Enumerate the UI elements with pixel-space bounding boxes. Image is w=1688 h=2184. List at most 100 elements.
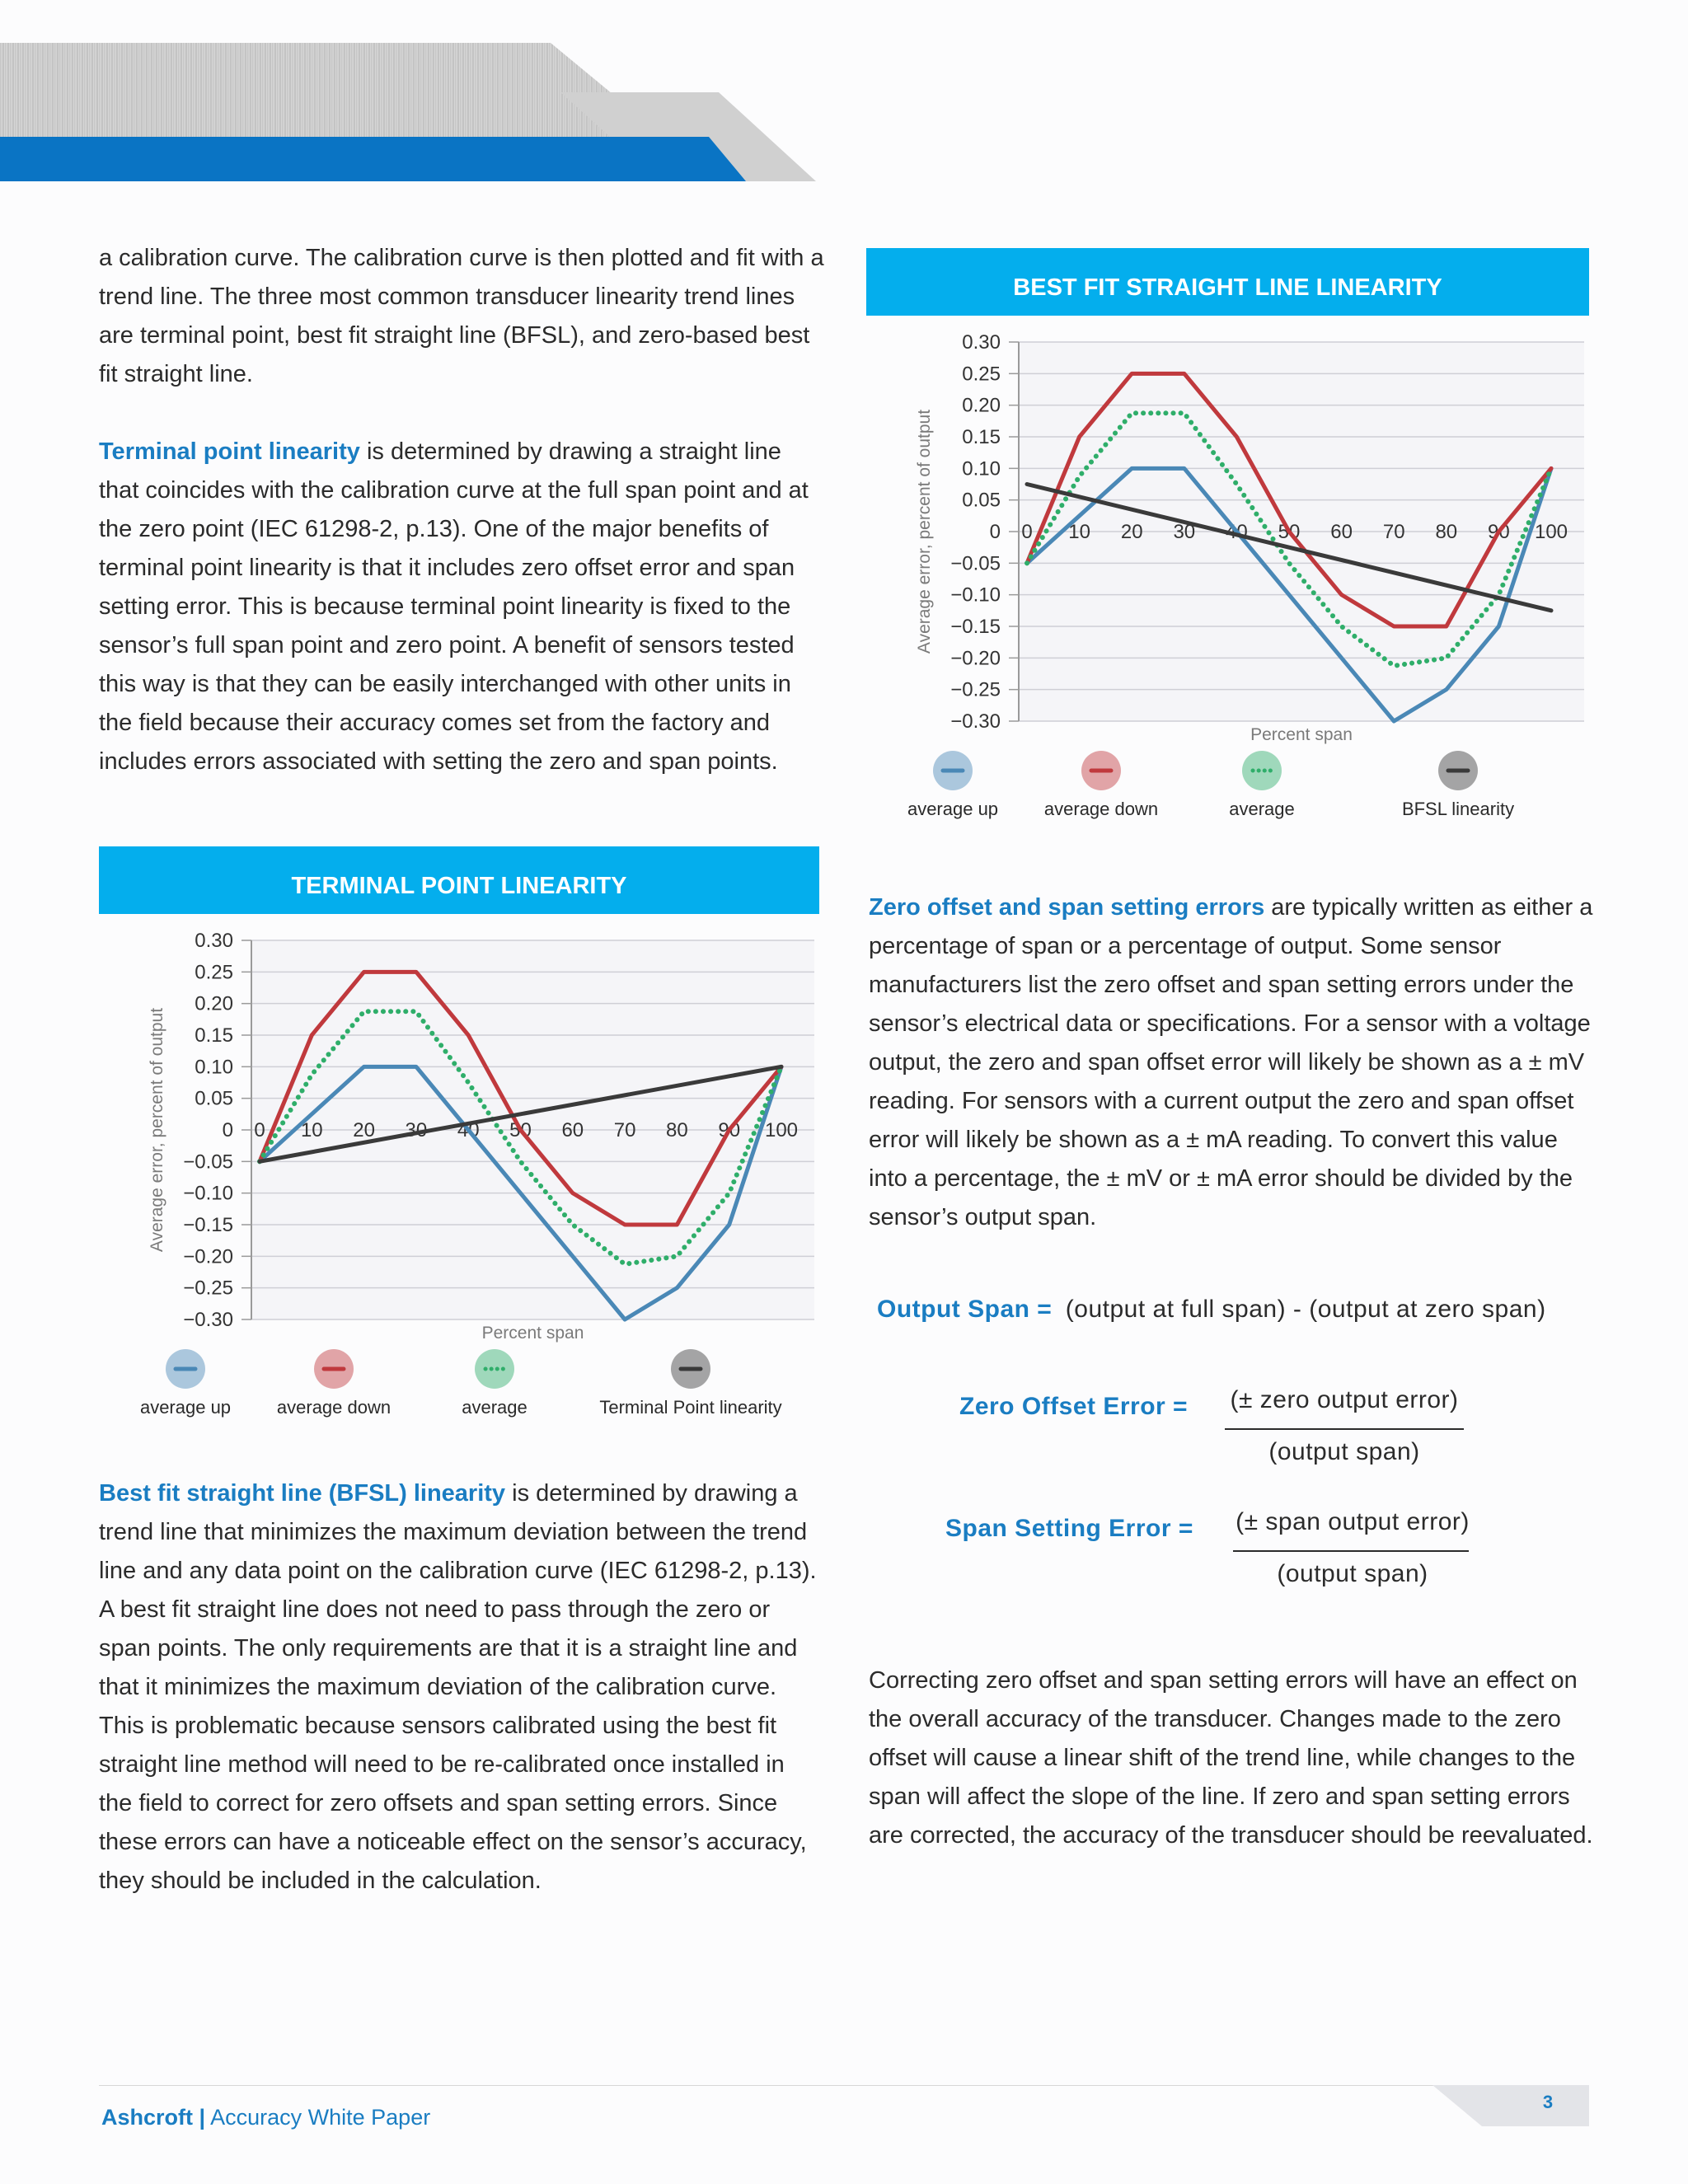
bfsl-paragraph: Best fit straight line (BFSL) linearity … (99, 1474, 824, 1900)
left-column: a calibration curve. The calibration cur… (99, 239, 824, 781)
y-tick-label: −0.25 (950, 679, 1001, 701)
series-average-down (257, 969, 784, 1227)
series-terminal-point-linearity (257, 1064, 784, 1164)
correcting-paragraph: Correcting zero offset and span setting … (869, 1667, 1593, 1849)
zero-offset-body: are typically written as either a percen… (869, 894, 1593, 1230)
header-banner (0, 43, 816, 181)
correcting-paragraph-block: Correcting zero offset and span setting … (869, 1661, 1594, 1855)
footer-brand-line: Ashcroft | Accuracy White Paper (101, 2105, 430, 2130)
series-average-up (1025, 466, 1554, 724)
terminal-point-body: is determined by drawing a straight line… (99, 438, 809, 775)
formula-output-span: Output Span = (output at full span) - (o… (877, 1296, 1546, 1324)
series-bfsl-linearity (1025, 482, 1554, 613)
legend-item-terminal-point-linearity: Terminal Point linearity (599, 1349, 782, 1418)
legend-item-average: average (462, 1349, 528, 1418)
x-tick-label: 60 (561, 1119, 584, 1141)
y-tick-label: −0.20 (183, 1245, 233, 1268)
output-span-label: Output Span = (877, 1296, 1053, 1323)
x-tick-label: 0 (1021, 521, 1032, 543)
zero-offset-numerator: (± zero output error) (1230, 1386, 1459, 1413)
y-tick-label: −0.30 (950, 710, 1001, 733)
output-span-text: (output at full span) - (output at zero … (1065, 1296, 1546, 1323)
terminal-point-paragraph: Terminal point linearity is determined b… (99, 433, 824, 781)
bfsl-heading: Best fit straight line (BFSL) linearity (99, 1480, 506, 1507)
series-average-up (257, 1064, 784, 1322)
intro-paragraph: a calibration curve. The calibration cur… (99, 245, 824, 387)
series-average (1025, 410, 1554, 668)
zero-offset-fraction-bar (1225, 1428, 1464, 1430)
y-tick-label: −0.15 (950, 616, 1001, 638)
y-tick-label: 0.05 (195, 1088, 233, 1110)
y-axis-label: Average error, percent of output (148, 1008, 166, 1252)
legend-swatch (475, 1349, 514, 1389)
legend-swatch (1242, 751, 1282, 790)
legend-label: average up (907, 799, 998, 819)
span-setting-label: Span Setting Error = (945, 1515, 1193, 1542)
x-tick-label: 70 (614, 1119, 636, 1141)
x-tick-label: 60 (1330, 521, 1353, 543)
y-tick-label: 0.10 (962, 457, 1001, 480)
legend-item-average-down: average down (277, 1349, 391, 1418)
y-tick-label: −0.10 (183, 1183, 233, 1205)
legend-label: average down (277, 1397, 391, 1418)
x-tick-label: 70 (1383, 521, 1405, 543)
zero-offset-heading: Zero offset and span setting errors (869, 894, 1265, 921)
span-setting-fraction-bar (1233, 1550, 1469, 1552)
footer-doc-title: Accuracy White Paper (210, 2105, 431, 2130)
legend-label: BFSL linearity (1402, 799, 1514, 819)
y-tick-label: −0.30 (183, 1309, 233, 1331)
y-tick-label: 0.20 (962, 395, 1001, 417)
x-tick-label: 100 (765, 1119, 798, 1141)
y-axis-label: Average error, percent of output (915, 410, 934, 654)
x-tick-label: 80 (1435, 521, 1457, 543)
span-setting-denominator: (output span) (1277, 1560, 1428, 1587)
y-tick-label: 0.05 (962, 490, 1001, 512)
y-tick-label: 0 (990, 521, 1001, 543)
terminal-chart-plot: 0.30 0.25 0.20 0.15 0.10 0.05 0 −0.05 −0.10 −0.15… (140, 930, 814, 1418)
bfsl-chart: BEST FIT STRAIGHT LINE LINEARITY 0.30 0.2… (866, 248, 1589, 825)
y-tick-label: −0.05 (950, 552, 1001, 574)
footer-divider (99, 2085, 1589, 2086)
legend-label: average down (1044, 799, 1158, 819)
y-tick-label: 0.15 (195, 1024, 233, 1047)
legend-label: average (1229, 799, 1295, 819)
legend-item-average-down: average down (1044, 751, 1158, 819)
footer-brand: Ashcroft (101, 2105, 194, 2130)
y-tick-label: 0.30 (962, 331, 1001, 354)
x-axis-label: Percent span (482, 1324, 584, 1343)
legend-item-average: average (1229, 751, 1295, 819)
x-tick-label: 0 (254, 1119, 265, 1141)
page-number: 3 (1542, 2092, 1554, 2112)
y-tick-label: −0.10 (950, 584, 1001, 607)
legend-item-average-up: average up (907, 751, 998, 819)
y-tick-label: 0.25 (962, 363, 1001, 385)
y-tick-label: 0.20 (195, 993, 233, 1015)
terminal-point-chart: TERMINAL POINT LINEARITY 0.30 0.25 0.20 0.1… (99, 846, 819, 1423)
terminal-point-heading: Terminal point linearity (99, 438, 360, 465)
terminal-chart-title: TERMINAL POINT LINEARITY (99, 846, 819, 914)
y-tick-label: −0.20 (950, 647, 1001, 669)
footer-separator: | (199, 2105, 206, 2130)
legend-label: average up (140, 1397, 231, 1418)
legend-item-average-up: average up (140, 1349, 231, 1418)
span-setting-numerator: (± span output error) (1236, 1508, 1470, 1535)
bfsl-paragraph-block: Best fit straight line (BFSL) linearity … (99, 1474, 824, 1900)
bfsl-chart-plot: 0.30 0.25 0.20 0.15 0.10 0.05 0 −0.05 −0.10 −0.15… (907, 331, 1584, 819)
zero-offset-paragraph: Zero offset and span setting errors are … (869, 888, 1594, 1237)
legend-label: average (462, 1397, 528, 1418)
y-tick-label: 0.25 (195, 961, 233, 983)
series-average-down (1025, 371, 1554, 629)
legend-item-bfsl-linearity: BFSL linearity (1402, 751, 1514, 819)
series-average (257, 1009, 784, 1267)
bfsl-chart-title: BEST FIT STRAIGHT LINE LINEARITY (866, 248, 1589, 316)
y-tick-label: 0 (223, 1119, 233, 1141)
y-tick-label: 0.30 (195, 930, 233, 952)
y-tick-label: −0.05 (183, 1151, 233, 1173)
zero-offset-label: Zero Offset Error = (959, 1393, 1189, 1420)
y-tick-label: −0.15 (183, 1214, 233, 1236)
x-tick-label: 20 (1121, 521, 1143, 543)
x-tick-label: 80 (666, 1119, 688, 1141)
y-tick-label: −0.25 (183, 1277, 233, 1300)
x-tick-label: 100 (1535, 521, 1568, 543)
legend-label: Terminal Point linearity (599, 1397, 781, 1418)
